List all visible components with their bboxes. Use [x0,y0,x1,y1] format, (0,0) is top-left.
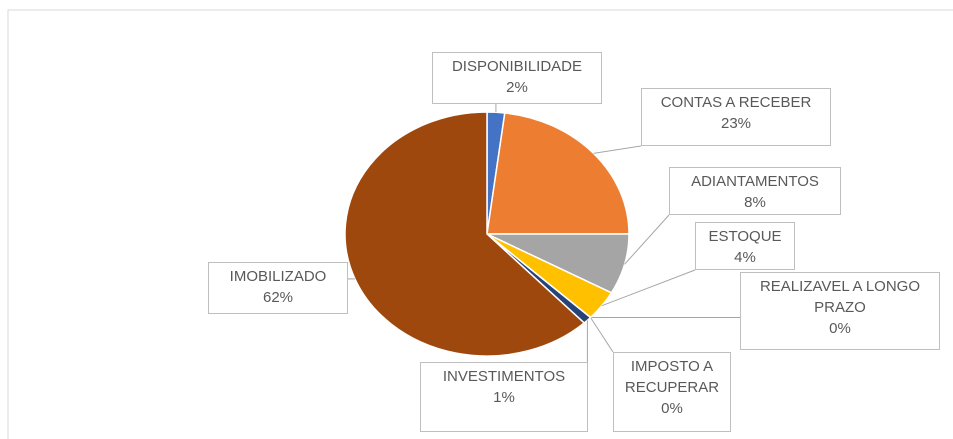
data-label: REALIZAVEL A LONGO PRAZO 0% [740,272,940,350]
value-label: 0% [829,320,851,337]
category-label: ESTOQUE [708,228,782,245]
category-label: INVESTIMENTOS [442,368,566,385]
leader-line [624,214,670,265]
category-label: CONTAS A RECEBER [660,94,812,111]
value-label: 1% [493,389,515,406]
data-label: ADIANTAMENTOS 8% [669,167,841,215]
value-label: 4% [734,249,756,266]
value-label: 23% [720,115,752,132]
leader-line [601,269,696,307]
category-label: ADIANTAMENTOS [691,173,819,190]
leader-line [593,145,642,154]
category-label: DISPONIBILIDADE [451,58,583,75]
data-label: DISPONIBILIDADE 2% [432,52,602,104]
category-label: IMOBILIZADO [229,268,327,285]
data-label: INVESTIMENTOS 1% [420,362,588,432]
data-label: ESTOQUE 4% [695,222,795,270]
leader-line [590,317,614,353]
value-label: 8% [744,194,766,211]
data-label: CONTAS A RECEBER 23% [641,88,831,146]
chart-frame [7,9,953,439]
data-label: IMPOSTO A RECUPERAR 0% [613,352,731,432]
value-label: 2% [506,79,528,96]
pie-slice [486,112,630,235]
category-label: REALIZAVEL A LONGO PRAZO [759,278,921,316]
value-label: 62% [262,289,294,306]
pie-slice [344,111,586,357]
value-label: 0% [661,400,683,417]
category-label: IMPOSTO A RECUPERAR [624,358,720,396]
data-label: IMOBILIZADO 62% [208,262,348,314]
